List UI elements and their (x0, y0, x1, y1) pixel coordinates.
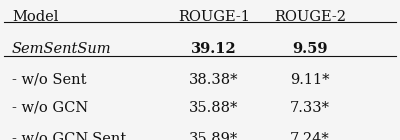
Text: - w/o GCN,Sent: - w/o GCN,Sent (12, 132, 126, 140)
Text: SemSentSum: SemSentSum (12, 42, 112, 56)
Text: 7.33*: 7.33* (290, 101, 330, 115)
Text: - w/o Sent: - w/o Sent (12, 73, 86, 87)
Text: 35.89*: 35.89* (189, 132, 239, 140)
Text: 9.11*: 9.11* (290, 73, 330, 87)
Text: 39.12: 39.12 (191, 42, 237, 56)
Text: 35.88*: 35.88* (189, 101, 239, 115)
Text: ROUGE-2: ROUGE-2 (274, 10, 346, 24)
Text: 38.38*: 38.38* (189, 73, 239, 87)
Text: 7.24*: 7.24* (290, 132, 330, 140)
Text: Model: Model (12, 10, 58, 24)
Text: - w/o GCN: - w/o GCN (12, 101, 88, 115)
Text: ROUGE-1: ROUGE-1 (178, 10, 250, 24)
Text: 9.59: 9.59 (292, 42, 328, 56)
